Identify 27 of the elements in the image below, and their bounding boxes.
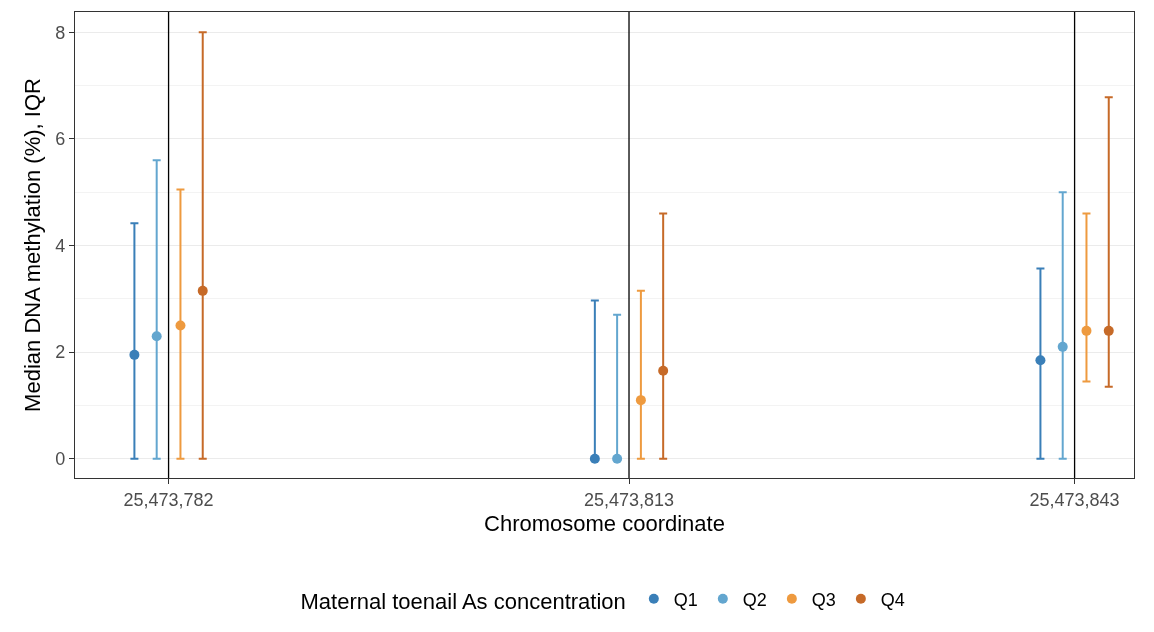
y-tick-label: 4	[55, 235, 66, 256]
point	[151, 331, 162, 342]
y-tick-label: 6	[55, 129, 66, 150]
legend-label: Q1	[673, 589, 698, 610]
point	[1035, 355, 1046, 366]
y-axis-title: Median DNA methylation (%), IQR	[20, 78, 46, 412]
point	[635, 395, 646, 406]
point	[658, 365, 669, 376]
point	[175, 320, 186, 331]
point	[1081, 325, 1092, 336]
point	[589, 453, 600, 464]
legend-label: Q3	[811, 589, 836, 610]
y-tick-label: 8	[55, 22, 66, 43]
legend-title: Maternal toenail As concentration	[300, 589, 626, 615]
legend-label: Q2	[742, 589, 767, 610]
x-tick-label: 25,473,843	[1029, 489, 1120, 510]
point	[612, 453, 623, 464]
point	[1103, 325, 1114, 336]
point	[1057, 341, 1068, 352]
point	[197, 285, 208, 296]
point	[129, 349, 140, 360]
legend-label: Q4	[880, 589, 905, 610]
y-tick-label: 0	[55, 449, 66, 470]
y-tick-label: 2	[55, 342, 66, 363]
x-tick-label: 25,473,813	[583, 489, 675, 510]
x-tick-label: 25,473,782	[123, 489, 214, 510]
x-axis-title: Chromosome coordinate	[484, 510, 725, 536]
